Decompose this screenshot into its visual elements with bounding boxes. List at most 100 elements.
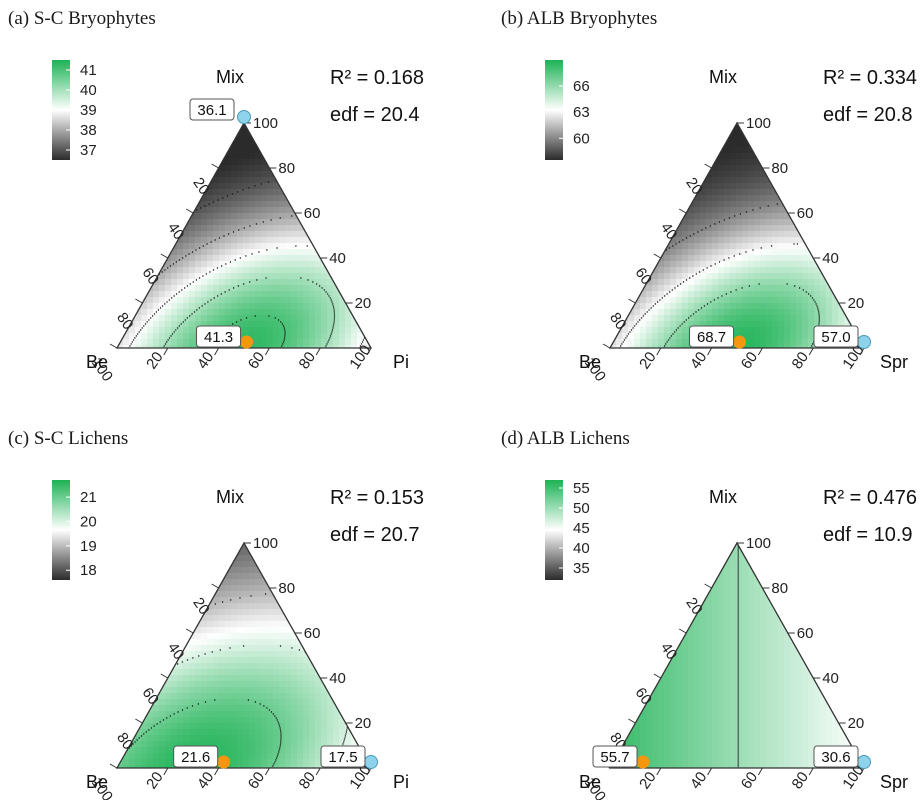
heatmap-cell [285, 699, 292, 706]
panel-3: (d) ALB Lichens2020204040406060608080801… [501, 428, 917, 800]
contour-line [752, 209, 754, 211]
heatmap-cell [664, 303, 671, 310]
heatmap-cell [315, 735, 322, 742]
heatmap-cell [754, 321, 761, 328]
heatmap-cell [694, 261, 701, 268]
heatmap-cell [345, 315, 352, 322]
heatmap-cell [760, 639, 767, 646]
heatmap-cell [766, 201, 773, 208]
heatmap-cell [237, 699, 244, 706]
heatmap-cell [153, 723, 160, 730]
heatmap-cell [694, 633, 701, 640]
heatmap-cell [171, 339, 178, 346]
heatmap-cell [724, 627, 731, 634]
contour-line [318, 285, 321, 287]
heatmap-cell [267, 633, 274, 640]
contour-line [737, 609, 739, 611]
heatmap-cell [790, 723, 797, 730]
heatmap-cell [225, 291, 232, 298]
heatmap-cell [772, 303, 779, 310]
heatmap-cell [195, 705, 202, 712]
heatmap-cell [784, 279, 791, 286]
heatmap-cell [826, 705, 833, 712]
heatmap-cell [297, 273, 304, 280]
heatmap-cell [724, 159, 731, 166]
heatmap-cell [237, 717, 244, 724]
heatmap-cell [231, 249, 238, 256]
heatmap-cell [718, 603, 725, 610]
heatmap-cell [159, 741, 166, 748]
heatmap-cell [790, 675, 797, 682]
heatmap-cell [760, 729, 767, 736]
heatmap-cell [790, 333, 797, 340]
heatmap-cell [676, 249, 683, 256]
heatmap-cell [177, 309, 184, 316]
heatmap-cell [213, 621, 220, 628]
heatmap-cell [297, 285, 304, 292]
heatmap-cell [778, 633, 785, 640]
heatmap-cell [237, 555, 244, 562]
heatmap-cell [201, 207, 208, 214]
heatmap-cell [201, 669, 208, 676]
heatmap-cell [790, 291, 797, 298]
tick-mark [135, 718, 143, 724]
heatmap-cell [802, 231, 809, 238]
heatmap-cell [682, 285, 689, 292]
heatmap-cell [682, 291, 689, 298]
heatmap-cell [207, 183, 214, 190]
heatmap-cell [790, 237, 797, 244]
heatmap-cell [784, 741, 791, 748]
heatmap-cell [754, 327, 761, 334]
heatmap-cell [640, 345, 647, 348]
heatmap-cell [129, 747, 136, 754]
heatmap-cell [297, 735, 304, 742]
contour-line [687, 317, 690, 319]
heatmap-cell [153, 333, 160, 340]
heatmap-cell [219, 675, 226, 682]
heatmap-cell [730, 561, 737, 568]
heatmap-cell [730, 231, 737, 238]
contour-line [621, 343, 623, 345]
heatmap-cell [213, 183, 220, 190]
heatmap-cell [748, 333, 755, 340]
contour-line [181, 661, 184, 663]
heatmap-cell [658, 285, 665, 292]
heatmap-cell [237, 189, 244, 196]
heatmap-cell [694, 201, 701, 208]
contour-line [276, 247, 278, 249]
contour-line [737, 587, 739, 589]
heatmap-cell [748, 309, 755, 316]
heatmap-cell [796, 675, 803, 682]
heatmap-cell [249, 255, 256, 262]
heatmap-cell [814, 711, 821, 718]
contour-line [737, 681, 739, 683]
heatmap-cell [177, 345, 184, 348]
heatmap-cell [321, 687, 328, 694]
contour-line [159, 307, 162, 309]
contour-line [265, 277, 267, 279]
heatmap-cell [778, 675, 785, 682]
heatmap-cell [243, 219, 250, 226]
max-point-label-box [196, 325, 242, 348]
heatmap-cell [237, 237, 244, 244]
contour-line [280, 321, 282, 323]
heatmap-cell [706, 693, 713, 700]
heatmap-cell [285, 705, 292, 712]
heatmap-cell [237, 303, 244, 310]
heatmap-cell [297, 687, 304, 694]
heatmap-cell [363, 327, 370, 334]
heatmap-cell [177, 237, 184, 244]
heatmap-cell [297, 231, 304, 238]
heatmap-cell [652, 273, 659, 280]
heatmap-cell [748, 249, 755, 256]
heatmap-cell [183, 243, 190, 250]
heatmap-cell [267, 213, 274, 220]
heatmap-cell [712, 207, 719, 214]
contour-line [818, 323, 820, 325]
heatmap-cell [778, 333, 785, 340]
heatmap-cell [219, 615, 226, 622]
heatmap-cell [249, 141, 256, 148]
heatmap-cell [333, 339, 340, 346]
heatmap-cell [754, 315, 761, 322]
heatmap-cell [201, 735, 208, 742]
